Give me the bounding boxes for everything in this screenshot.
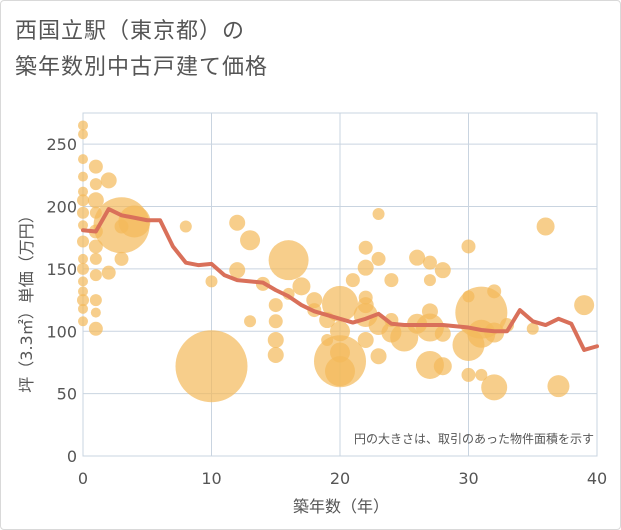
bubble-point — [357, 332, 374, 349]
bubble-point — [487, 284, 502, 299]
bubble-point — [89, 269, 102, 282]
bubble-point — [244, 315, 257, 328]
bubble-point — [526, 322, 539, 335]
bubble-point — [322, 285, 358, 322]
x-tick-label: 10 — [201, 469, 221, 488]
y-tick-label: 250 — [46, 135, 77, 154]
bubble-point — [78, 286, 88, 297]
x-tick-label: 0 — [78, 469, 88, 488]
bubble-point — [268, 298, 283, 313]
bubble-point — [89, 252, 102, 265]
bubble-point — [306, 292, 323, 309]
bubble-point — [370, 348, 387, 365]
bubble-point — [89, 178, 102, 191]
y-tick-label: 100 — [46, 322, 77, 341]
bubble-point — [357, 259, 374, 276]
bubble-point — [90, 307, 101, 318]
bubble-point — [358, 240, 373, 255]
y-tick-label: 150 — [46, 260, 77, 279]
bubble-point — [77, 194, 89, 207]
chart-title-line-2: 築年数別中古戸建て価格 — [15, 55, 269, 80]
bubble-point — [267, 346, 284, 363]
bubble-point — [78, 276, 88, 287]
bubble-point — [325, 356, 355, 387]
bubble-point — [78, 154, 88, 165]
x-tick-label: 30 — [458, 469, 478, 488]
bubble-point — [78, 171, 88, 182]
bubble-size-note: 円の大きさは、取引のあった物件面積を示す — [354, 431, 594, 446]
bubble-point — [433, 357, 452, 376]
bubble-point — [434, 325, 451, 342]
bubble-point — [77, 262, 89, 275]
bubble-point — [88, 239, 103, 254]
bubble-point — [536, 217, 555, 236]
y-tick-label: 50 — [57, 385, 77, 404]
bubble-point — [88, 321, 103, 336]
bubble-point — [78, 220, 88, 231]
bubble-point — [384, 273, 399, 288]
bubble-point — [78, 186, 88, 197]
chart-title: 西国立駅（東京都）の 築年数別中古戸建て価格 — [15, 14, 268, 86]
bubble-point — [475, 368, 488, 381]
bubble-point — [574, 295, 595, 316]
bubble-point — [89, 294, 102, 307]
bubble-point — [423, 274, 436, 287]
bubble-point — [88, 159, 103, 174]
bubble-point — [422, 255, 437, 270]
bubble-point — [77, 235, 89, 248]
bubble-point — [268, 240, 309, 281]
grid-lines — [82, 112, 598, 457]
y-axis-label: 坪（3.3㎡）単価（万円） — [17, 207, 36, 392]
bubble-point — [114, 251, 129, 266]
bubble-point — [78, 253, 88, 264]
bubble-point — [100, 172, 117, 189]
bubble-point — [292, 277, 311, 296]
bubble-point — [205, 275, 218, 288]
bubble-point — [78, 129, 88, 140]
y-tick-label: 0 — [67, 447, 77, 466]
bubble-point — [371, 251, 386, 266]
bubble-point — [547, 375, 570, 398]
axes: 0 10 20 30 40 0 50 100 150 200 250 — [46, 135, 607, 488]
bubble-point — [175, 330, 248, 403]
bubble-point — [77, 206, 89, 219]
bubble-point — [179, 220, 192, 233]
bubble-point — [78, 120, 88, 131]
chart-title-line-1: 西国立駅（東京都）の — [15, 19, 246, 44]
y-tick-label: 200 — [46, 198, 77, 217]
bubble-point — [78, 316, 88, 327]
bubble-point — [268, 314, 283, 329]
x-tick-label: 20 — [330, 469, 350, 488]
bubble-point — [434, 262, 451, 279]
bubble-point — [78, 303, 88, 314]
bubble-point — [409, 249, 426, 266]
bubble-point — [87, 192, 104, 209]
bubble-point — [372, 208, 385, 221]
bubble-point — [229, 214, 246, 231]
bubble-point — [461, 367, 476, 382]
bubble-point — [267, 332, 284, 349]
bubble-point — [461, 239, 476, 254]
bubble-point — [345, 273, 360, 288]
bubble-point — [77, 294, 89, 307]
bubble-point — [481, 374, 508, 401]
bubble-point — [101, 265, 116, 280]
x-tick-label: 40 — [587, 469, 607, 488]
bubble-point — [118, 205, 151, 238]
average-price-line — [81, 207, 599, 352]
x-axis-label: 築年数（年） — [293, 497, 389, 516]
bubble-series — [77, 120, 595, 403]
bubble-point — [229, 262, 246, 279]
bubble-point — [240, 230, 261, 251]
average-line-series — [81, 207, 599, 352]
